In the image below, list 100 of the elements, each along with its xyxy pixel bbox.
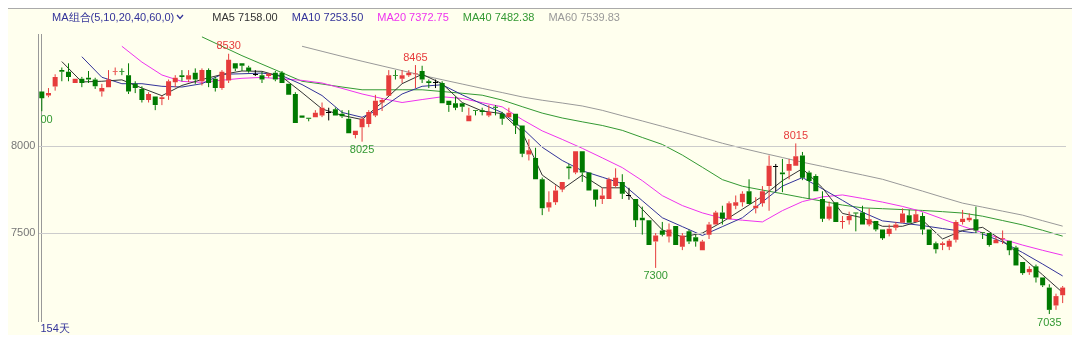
candlestick (666, 223, 672, 243)
candlestick (226, 53, 232, 84)
candlestick (119, 67, 125, 76)
candlestick (399, 69, 405, 84)
candlestick (613, 167, 619, 189)
text: MA10 7253.50 (291, 11, 364, 23)
candlestick (913, 209, 919, 222)
candlestick (546, 190, 552, 213)
annotation: 8015 (783, 128, 809, 141)
candlestick (312, 109, 318, 118)
candlestick (980, 232, 986, 240)
candlestick (319, 102, 325, 118)
candlestick (99, 83, 105, 98)
candlestick (633, 198, 639, 228)
candlestick (1020, 261, 1026, 276)
candlestick (392, 69, 398, 81)
candlestick (379, 97, 385, 112)
candlestick (900, 207, 906, 223)
candlestick (386, 69, 392, 96)
candlestick (573, 151, 579, 175)
text: MA40 7482.38 (462, 11, 535, 23)
candlestick (219, 69, 225, 91)
candlestick (659, 221, 665, 237)
candlestick (846, 211, 852, 226)
candlestick (372, 94, 378, 118)
candlestick (880, 229, 886, 241)
candlestick (866, 207, 872, 227)
candlestick (419, 65, 425, 84)
candlestick (199, 67, 205, 86)
candlestick (146, 91, 152, 103)
candlestick (212, 76, 218, 93)
candlestick (106, 69, 112, 88)
candlestick (1000, 229, 1006, 245)
text: 154天 (40, 321, 70, 334)
candlestick (986, 233, 992, 248)
y-tick-label: 8000 (10, 139, 36, 152)
candlestick (713, 210, 719, 225)
candlestick (706, 221, 712, 240)
text: MA20 7372.75 (377, 11, 449, 23)
candlestick (779, 158, 785, 193)
candlestick (553, 184, 559, 206)
candlestick (619, 173, 625, 200)
candlestick (859, 205, 865, 225)
candlestick (259, 71, 265, 84)
candlestick (513, 113, 519, 135)
candlestick (159, 95, 165, 106)
candlestick (172, 74, 178, 88)
candlestick (1060, 285, 1066, 304)
candlestick (519, 125, 525, 158)
annotation: 7035 (1037, 315, 1062, 328)
legend-title: MA组合(5,10,20,40,60,0) (52, 9, 175, 25)
candlestick (266, 73, 272, 79)
candlestick (459, 103, 465, 113)
candlestick (679, 232, 685, 251)
candlestick (626, 187, 631, 201)
candlestick (699, 239, 705, 251)
candlestick (179, 69, 185, 82)
candlestick (352, 130, 358, 139)
candlestick (65, 62, 71, 82)
candlestick (79, 76, 85, 88)
annotation: 7300 (643, 269, 668, 282)
candlestick (152, 96, 158, 111)
candlestick (739, 190, 745, 208)
candlestick (473, 110, 479, 116)
candlestick (39, 91, 45, 112)
candlestick (206, 67, 212, 88)
candlestick (946, 238, 952, 251)
text: MA60 7539.83 (548, 11, 620, 23)
candlestick (773, 163, 778, 192)
annotation: 8465 (403, 50, 428, 63)
annotation: 8530 (216, 39, 241, 52)
candlestick (192, 67, 198, 85)
annotation: 8025 (349, 143, 375, 156)
y-tick-label: 7500 (10, 226, 36, 239)
candlestick (126, 62, 132, 95)
candlestick (506, 107, 512, 118)
candlestick (292, 91, 298, 124)
text: MA5 7158.00 (212, 11, 278, 23)
candlestick (279, 70, 285, 83)
candlestick (766, 154, 772, 212)
candlestick (1040, 277, 1046, 288)
candlestick (533, 147, 539, 180)
candlestick (719, 205, 725, 226)
candlestick (526, 138, 532, 161)
candlestick (1033, 264, 1039, 284)
candlestick (139, 85, 145, 103)
candlestick (1053, 293, 1059, 311)
candlestick (493, 104, 499, 116)
candlestick (86, 70, 92, 84)
candlestick (59, 67, 65, 82)
candlestick (346, 109, 352, 134)
annotation: 00 (40, 112, 53, 125)
candlestick (826, 201, 832, 221)
candlestick (52, 73, 58, 92)
candlestick (953, 219, 959, 243)
candlestick (839, 215, 845, 230)
candlestick (759, 185, 765, 208)
candlestick (746, 178, 752, 204)
candlestick (593, 189, 599, 208)
candlestick (973, 206, 979, 234)
